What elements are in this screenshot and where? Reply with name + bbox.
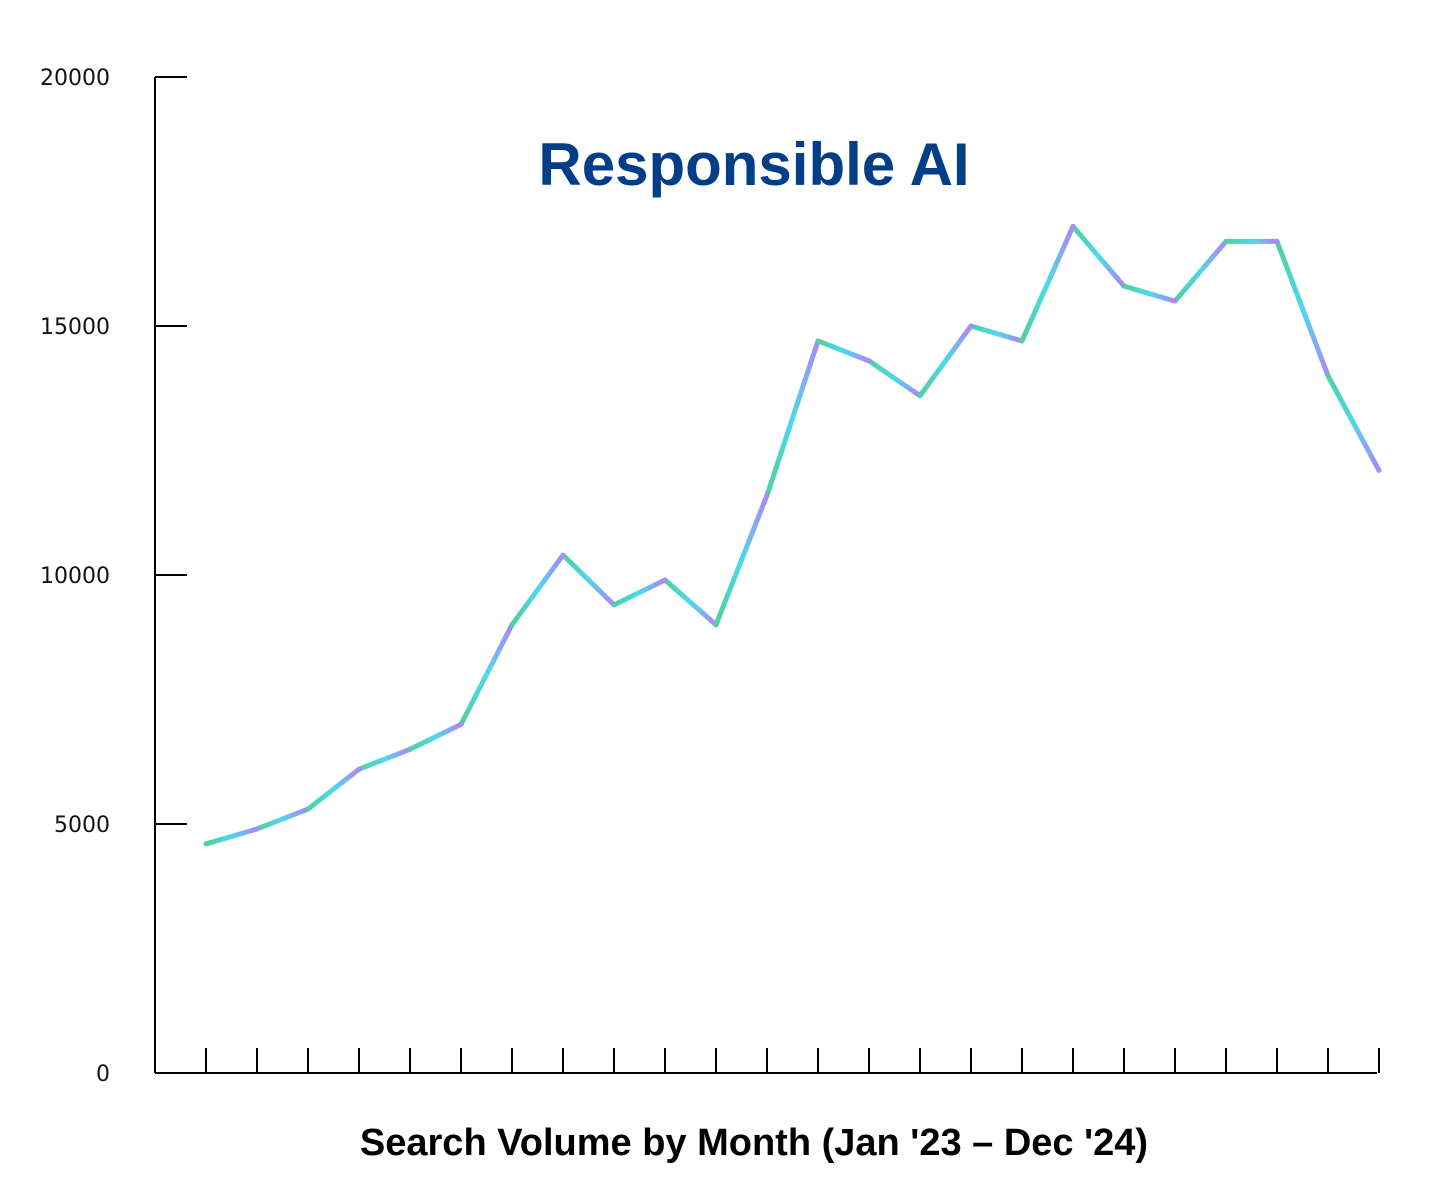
line-segment [458, 623, 515, 726]
data-point [1019, 338, 1025, 344]
line-segment [612, 577, 667, 608]
data-point [1325, 373, 1331, 379]
data-point [866, 358, 872, 364]
line-segment [358, 746, 411, 772]
line-segment [867, 358, 922, 398]
line-segment [1325, 374, 1382, 472]
line-segment [306, 767, 361, 812]
series-line [203, 223, 1382, 847]
data-point [1172, 298, 1178, 304]
line-segment [256, 806, 309, 832]
line-segment [1274, 240, 1331, 377]
data-point [509, 622, 515, 628]
line-segment [561, 553, 616, 607]
data-point [560, 552, 566, 558]
line-segment [1071, 224, 1126, 288]
line-segment [713, 494, 770, 626]
chart-title: Responsible AI [538, 131, 969, 198]
data-point [1070, 223, 1076, 229]
y-tick-label: 15000 [40, 315, 110, 340]
data-point [458, 721, 464, 727]
line-segment [1123, 283, 1176, 304]
y-tick-label: 10000 [40, 564, 110, 589]
data-point [815, 338, 821, 344]
line-segment [663, 578, 718, 627]
x-axis-label: Search Volume by Month (Jan '23 – Dec '2… [360, 1122, 1148, 1164]
line-segment [509, 553, 566, 627]
data-point [1223, 238, 1229, 244]
line-segment [408, 722, 463, 752]
data-point [662, 577, 668, 583]
data-point [611, 602, 617, 608]
y-tick-label: 20000 [40, 66, 110, 91]
data-point [356, 766, 362, 772]
line-segment [970, 323, 1023, 344]
data-point [254, 826, 260, 832]
line-segment [1019, 225, 1076, 342]
data-point [968, 323, 974, 329]
data-point [1121, 283, 1127, 289]
data-point [764, 492, 770, 498]
line-segment [764, 340, 821, 497]
y-tick-labels: 0 5000 10000 15000 20000 [40, 66, 110, 1087]
data-point [1376, 467, 1382, 473]
y-tick-label: 5000 [54, 813, 110, 838]
data-point [305, 806, 311, 812]
line-segment [817, 338, 870, 364]
y-tick-label: 0 [96, 1062, 110, 1087]
data-point [713, 622, 719, 628]
line-segment [917, 324, 974, 398]
data-point [917, 393, 923, 399]
data-point [203, 841, 209, 847]
line-segment [205, 826, 258, 847]
data-point [407, 746, 413, 752]
data-point [1274, 238, 1280, 244]
axes [154, 76, 1380, 1074]
line-segment [1173, 239, 1228, 303]
